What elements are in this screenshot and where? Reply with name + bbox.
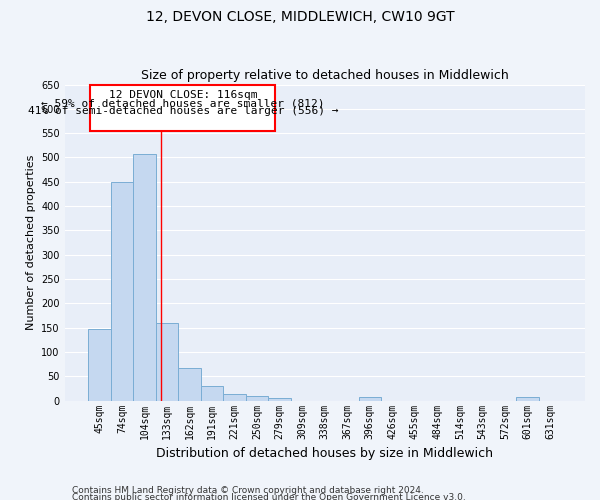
Text: ← 59% of detached houses are smaller (812): ← 59% of detached houses are smaller (81…: [41, 98, 325, 108]
Text: Contains HM Land Registry data © Crown copyright and database right 2024.: Contains HM Land Registry data © Crown c…: [72, 486, 424, 495]
Bar: [156, 324, 178, 400]
Text: Contains public sector information licensed under the Open Government Licence v3: Contains public sector information licen…: [72, 494, 466, 500]
Bar: [178, 368, 201, 400]
Text: 41% of semi-detached houses are larger (556) →: 41% of semi-detached houses are larger (…: [28, 106, 338, 116]
Bar: [268, 398, 291, 400]
Text: 12, DEVON CLOSE, MIDDLEWICH, CW10 9GT: 12, DEVON CLOSE, MIDDLEWICH, CW10 9GT: [146, 10, 454, 24]
Bar: [111, 182, 133, 400]
FancyBboxPatch shape: [91, 84, 275, 131]
Bar: [359, 397, 381, 400]
Bar: [133, 154, 156, 400]
Title: Size of property relative to detached houses in Middlewich: Size of property relative to detached ho…: [141, 69, 509, 82]
X-axis label: Distribution of detached houses by size in Middlewich: Distribution of detached houses by size …: [156, 447, 493, 460]
Bar: [201, 386, 223, 400]
Bar: [516, 397, 539, 400]
Text: 12 DEVON CLOSE: 116sqm: 12 DEVON CLOSE: 116sqm: [109, 90, 257, 101]
Bar: [246, 396, 268, 400]
Bar: [88, 328, 111, 400]
Y-axis label: Number of detached properties: Number of detached properties: [26, 155, 35, 330]
Bar: [223, 394, 246, 400]
